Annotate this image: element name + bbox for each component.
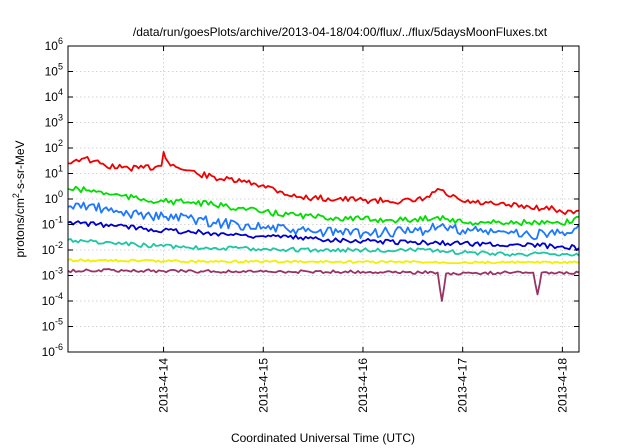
y-tick-base: 10 <box>45 39 59 53</box>
y-tick-base: 10 <box>45 116 59 130</box>
series-line-3 <box>67 201 580 241</box>
y-tick-exponent: 1 <box>58 164 63 174</box>
y-axis-title-suffix: -s-sr-MeV <box>13 140 27 193</box>
y-tick-base: 10 <box>45 90 59 104</box>
y-tick-label: 105 <box>45 62 63 79</box>
y-tick-label: 10-6 <box>42 342 63 359</box>
y-tick-label: 101 <box>45 164 63 181</box>
y-tick-label: 102 <box>45 138 63 155</box>
y-tick-exponent: -1 <box>55 215 63 225</box>
y-tick-base: 10 <box>42 269 56 283</box>
y-tick-exponent: 5 <box>58 62 63 72</box>
y-tick-label: 10-3 <box>42 266 63 283</box>
y-tick-label: 104 <box>45 87 63 104</box>
y-tick-base: 10 <box>45 192 59 206</box>
y-axis-title: protons/cm2-s-sr-MeV <box>11 140 27 257</box>
series-group <box>67 151 580 302</box>
y-tick-base: 10 <box>45 65 59 79</box>
y-tick-exponent: 3 <box>58 113 63 123</box>
y-tick-exponent: 6 <box>58 36 63 46</box>
x-tick-label: 2013-4-16 <box>356 358 370 413</box>
series-line-2 <box>67 185 580 227</box>
y-tick-exponent: -4 <box>55 291 63 301</box>
y-tick-exponent: -3 <box>55 266 63 276</box>
series-line-5 <box>67 238 580 257</box>
y-tick-base: 10 <box>42 243 56 257</box>
y-tick-label: 10-4 <box>42 291 63 308</box>
x-tick-labels: 2013-4-14 2013-4-15 2013-4-16 2013-4-17 2013… <box>157 358 570 413</box>
series-line-7 <box>67 268 580 302</box>
y-tick-label: 103 <box>45 113 63 130</box>
series-line-6 <box>67 258 580 265</box>
y-tick-label: 106 <box>45 36 63 53</box>
y-tick-base: 10 <box>45 167 59 181</box>
y-tick-exponent: 0 <box>58 189 63 199</box>
y-tick-exponent: 2 <box>58 138 63 148</box>
y-tick-label: 100 <box>45 189 63 206</box>
y-tick-base: 10 <box>42 294 56 308</box>
series-line-1 <box>67 151 580 215</box>
y-tick-label: 10-2 <box>42 240 63 257</box>
y-tick-exponent: -2 <box>55 240 63 250</box>
x-tick-label: 2013-4-14 <box>157 358 171 413</box>
y-tick-base: 10 <box>45 141 59 155</box>
y-axis-title-sup: 2 <box>11 193 21 198</box>
y-axis-title-prefix: protons/cm <box>13 198 27 257</box>
y-tick-base: 10 <box>42 345 56 359</box>
axis-ticks <box>68 45 579 353</box>
x-tick-label: 2013-4-17 <box>456 358 470 413</box>
chart-title: /data/run/goesPlots/archive/2013-04-18/0… <box>133 25 548 39</box>
x-tick-label: 2013-4-15 <box>256 358 270 413</box>
y-tick-exponent: 4 <box>58 87 63 97</box>
y-tick-exponent: -6 <box>55 342 63 352</box>
y-tick-base: 10 <box>42 218 56 232</box>
y-tick-base: 10 <box>42 320 56 334</box>
y-tick-label: 10-5 <box>42 317 63 334</box>
y-tick-label: 10-1 <box>42 215 63 232</box>
y-tick-exponent: -5 <box>55 317 63 327</box>
x-axis-title: Coordinated Universal Time (UTC) <box>231 431 415 445</box>
x-tick-label: 2013-4-18 <box>555 358 569 413</box>
series-line-4 <box>67 220 580 251</box>
y-tick-labels: 10-610-510-410-310-210-11001011021031041… <box>42 36 63 359</box>
